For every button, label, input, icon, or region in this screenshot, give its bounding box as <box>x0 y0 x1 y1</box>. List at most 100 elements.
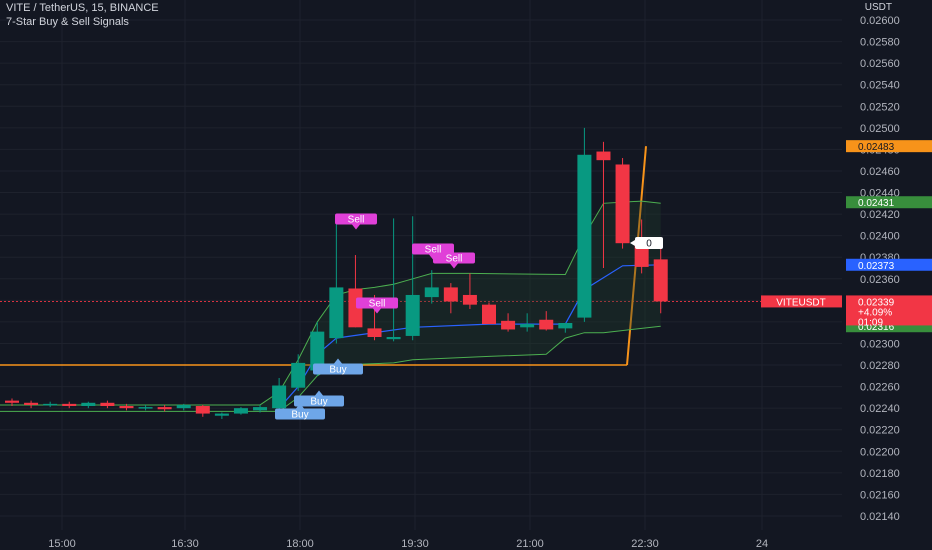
sell-signal <box>412 243 454 255</box>
symbol-badge-text: VITEUSDT <box>776 297 825 308</box>
candle-body <box>615 164 630 244</box>
indicator-title[interactable]: 7-Star Buy & Sell Signals <box>6 16 129 28</box>
x-tick-label: 21:00 <box>516 538 544 550</box>
y-tick-label: 0.02280 <box>860 360 900 372</box>
change-text: +4.09% <box>858 307 892 318</box>
candle-body <box>195 406 210 414</box>
sell-signal-pointer <box>373 308 381 314</box>
y-tick-label: 0.02160 <box>860 489 900 501</box>
sell-signal-pointer <box>352 224 360 230</box>
candle-body <box>119 406 134 409</box>
candle-body <box>176 404 191 409</box>
candles <box>5 127 668 419</box>
buy-signal-pointer <box>315 390 323 396</box>
y-tick-label: 0.02200 <box>860 446 900 458</box>
buy-signal <box>275 408 325 420</box>
candle-body <box>596 151 611 161</box>
countdown-text: 01:09 <box>858 317 883 328</box>
y-tick-label: 0.02540 <box>860 80 900 92</box>
y-tick-label: 0.02140 <box>860 511 900 523</box>
x-tick-label: 19:30 <box>401 538 429 550</box>
sell-signal-label: Sell <box>425 245 442 256</box>
buy-signal <box>294 395 344 407</box>
candle-body <box>405 294 420 336</box>
zero-label-text: 0 <box>646 239 652 250</box>
candle-body <box>81 402 96 407</box>
sell-signal <box>356 297 398 309</box>
candle-body <box>62 403 77 407</box>
orange-price-badge <box>846 140 932 153</box>
candle-body <box>520 324 535 328</box>
symbol-title[interactable]: VITE / TetherUS, 15, BINANCE <box>6 2 159 14</box>
y-tick-label: 0.02220 <box>860 425 900 437</box>
y-tick-label: 0.02500 <box>860 123 900 135</box>
upper-band-badge-text: 0.02431 <box>858 198 895 209</box>
candle-body <box>443 287 458 302</box>
candle-body <box>501 320 516 330</box>
y-tick-label: 0.02600 <box>860 15 900 27</box>
zero-label-pointer <box>630 240 635 246</box>
x-tick-label: 15:00 <box>48 538 76 550</box>
candle-body <box>291 362 306 388</box>
last-price-badge <box>846 295 932 326</box>
candle-body <box>157 407 172 410</box>
time-axis[interactable]: 15:00 16:30 18:00 19:30 21:00 22:30 24 <box>48 538 768 550</box>
candle-body <box>138 407 153 409</box>
x-tick-label: 24 <box>756 538 768 550</box>
y-tick-label: 0.02400 <box>860 231 900 243</box>
sell-signal <box>335 213 377 225</box>
sell-signal-label: Sell <box>446 254 463 265</box>
buy-signal <box>313 363 363 375</box>
candle-body <box>653 259 668 302</box>
buy-signal-pointer <box>334 358 342 364</box>
y-tick-label: 0.02240 <box>860 403 900 415</box>
candle-body <box>329 287 344 339</box>
candle-body <box>43 403 58 406</box>
sell-signal-pointer <box>450 263 458 269</box>
mid-line <box>278 264 661 409</box>
x-tick-label: 22:30 <box>631 538 659 550</box>
mid-line-badge-text: 0.02373 <box>858 261 895 272</box>
candle-body <box>233 408 248 414</box>
candle-body <box>577 154 592 318</box>
buy-signal-label: Buy <box>291 410 308 421</box>
buy-signal-label: Buy <box>310 397 327 408</box>
orange-price-badge-text: 0.02483 <box>858 142 895 153</box>
mid-line-badge <box>846 258 932 271</box>
x-tick-label: 18:00 <box>286 538 314 550</box>
candle-body <box>24 402 39 405</box>
y-tick-label: 0.02360 <box>860 274 900 286</box>
candle-body <box>386 337 401 340</box>
y-tick-label: 0.02300 <box>860 338 900 350</box>
last-price-text: 0.02339 <box>858 297 895 308</box>
chart-grid <box>0 0 842 530</box>
candle-body <box>482 304 496 325</box>
candle-body <box>558 322 573 329</box>
y-tick-label: 0.02180 <box>860 468 900 480</box>
channel-fill <box>260 201 661 412</box>
candle-body <box>100 402 115 407</box>
symbol-badge <box>761 295 842 308</box>
candle-body <box>272 385 287 409</box>
y-tick-label: 0.02420 <box>860 209 900 221</box>
sell-signal-label: Sell <box>369 299 386 310</box>
lower-band-badge-text: 0.02316 <box>858 322 895 333</box>
candle-body <box>462 294 477 305</box>
y-tick-label: 0.02260 <box>860 382 900 394</box>
upper-band <box>259 200 661 406</box>
candle-body <box>5 400 19 403</box>
candle-body <box>424 287 439 298</box>
x-tick-label: 16:30 <box>171 538 199 550</box>
currency-label: USDT <box>864 2 892 13</box>
candle-body <box>539 319 554 330</box>
zero-label <box>635 237 663 249</box>
y-tick-label: 0.02560 <box>860 58 900 70</box>
candle-body <box>253 407 268 411</box>
buy-signal-label: Buy <box>329 365 346 376</box>
y-tick-label: 0.02520 <box>860 101 900 113</box>
candle-body <box>367 328 382 338</box>
sell-signal-label: Sell <box>348 215 365 226</box>
sell-signal <box>433 252 475 264</box>
